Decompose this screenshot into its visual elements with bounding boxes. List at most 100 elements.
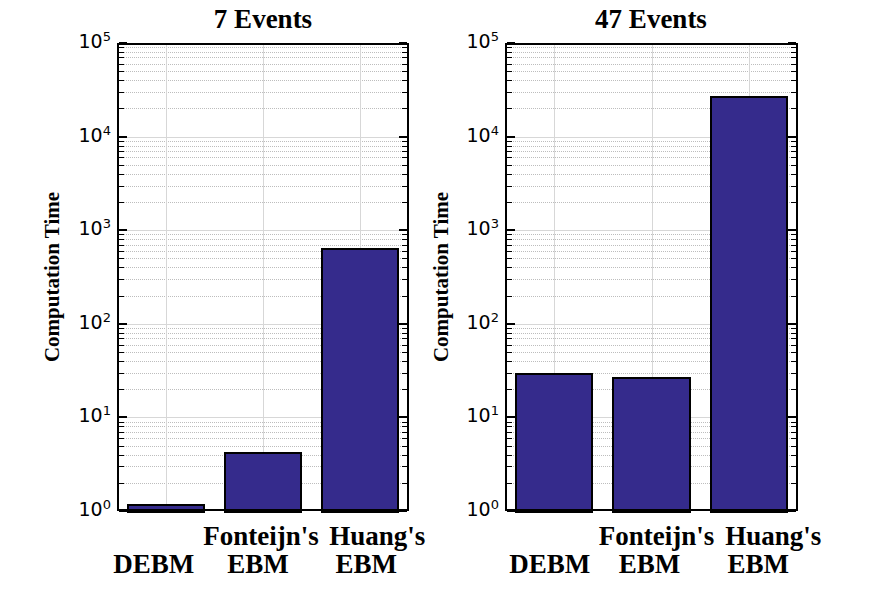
y-major-tick [119,416,127,418]
y-minor-tick [402,64,407,65]
y-minor-tick [119,165,124,166]
y-major-tick [788,42,796,44]
y-minor-tick [507,455,512,456]
y-minor-tick [402,466,407,467]
y-minor-tick [791,466,796,467]
plot-area [117,43,409,511]
y-minor-tick [402,389,407,390]
y-tick-label: 105 [429,30,499,52]
y-minor-tick [402,296,407,297]
y-minor-tick [507,80,512,81]
y-major-tick [507,416,515,418]
bar-fonteijn-s-ebm [224,452,302,513]
y-major-tick [507,323,515,325]
chart-title: 7 Events [214,4,312,35]
y-minor-tick [791,71,796,72]
y-minor-tick [791,47,796,48]
y-minor-tick [791,373,796,374]
y-minor-tick [791,296,796,297]
x-tick-label: Fonteijn's [203,521,319,552]
y-minor-tick [402,245,407,246]
y-minor-tick [402,92,407,93]
y-minor-tick [791,455,796,456]
y-minor-tick [402,186,407,187]
y-minor-tick [119,328,124,329]
y-minor-tick [507,52,512,53]
y-minor-tick [507,438,512,439]
y-minor-tick [402,446,407,447]
bar-debm [515,373,593,513]
y-minor-tick [119,432,124,433]
y-minor-tick [119,202,124,203]
figure-canvas: 7 Events Computation Time 10010110210310… [0,0,884,614]
y-minor-tick [402,71,407,72]
y-minor-tick [402,234,407,235]
y-minor-tick [119,64,124,65]
y-minor-tick [402,267,407,268]
x-tick-label: Huang's [725,521,821,552]
y-minor-tick [402,165,407,166]
y-tick-label: 102 [41,311,111,333]
y-minor-tick [791,80,796,81]
y-major-tick [119,323,127,325]
bar-fonteijn-s-ebm [612,377,690,513]
y-minor-tick [119,258,124,259]
y-minor-tick [119,267,124,268]
y-minor-tick [402,151,407,152]
y-major-tick [399,42,407,44]
y-major-tick [119,510,127,512]
y-minor-tick [119,151,124,152]
y-minor-tick [402,361,407,362]
y-minor-tick [507,446,512,447]
y-minor-tick [402,483,407,484]
y-major-tick [507,229,515,231]
y-minor-tick [119,234,124,235]
y-major-tick [507,42,515,44]
y-minor-tick [119,251,124,252]
y-minor-tick [119,389,124,390]
y-minor-tick [119,174,124,175]
y-minor-tick [507,47,512,48]
y-minor-tick [507,245,512,246]
y-minor-tick [507,174,512,175]
y-minor-tick [507,432,512,433]
y-major-tick [507,136,515,138]
y-major-tick [788,510,796,512]
y-minor-tick [507,151,512,152]
y-minor-tick [507,251,512,252]
y-minor-tick [402,251,407,252]
y-minor-tick [119,338,124,339]
y-minor-tick [402,146,407,147]
y-minor-tick [791,338,796,339]
x-tick-label: EBM [727,549,789,580]
y-major-tick [507,510,515,512]
y-minor-tick [507,328,512,329]
y-minor-tick [791,234,796,235]
y-minor-tick [119,373,124,374]
y-tick-label: 102 [429,311,499,333]
y-minor-tick [791,279,796,280]
y-tick-label: 103 [429,217,499,239]
y-minor-tick [507,333,512,334]
y-minor-tick [402,328,407,329]
y-minor-tick [791,345,796,346]
y-minor-tick [791,328,796,329]
y-minor-tick [507,483,512,484]
y-minor-tick [402,80,407,81]
y-minor-tick [507,146,512,147]
y-minor-tick [402,333,407,334]
y-minor-tick [791,422,796,423]
y-minor-tick [402,455,407,456]
y-minor-tick [507,267,512,268]
bar-debm [127,504,205,513]
y-minor-tick [119,57,124,58]
y-minor-tick [791,174,796,175]
y-minor-tick [402,438,407,439]
y-major-tick [399,510,407,512]
y-minor-tick [119,239,124,240]
y-minor-tick [119,483,124,484]
y-minor-tick [507,338,512,339]
y-minor-tick [402,426,407,427]
y-minor-tick [119,245,124,246]
y-major-tick [119,136,127,138]
